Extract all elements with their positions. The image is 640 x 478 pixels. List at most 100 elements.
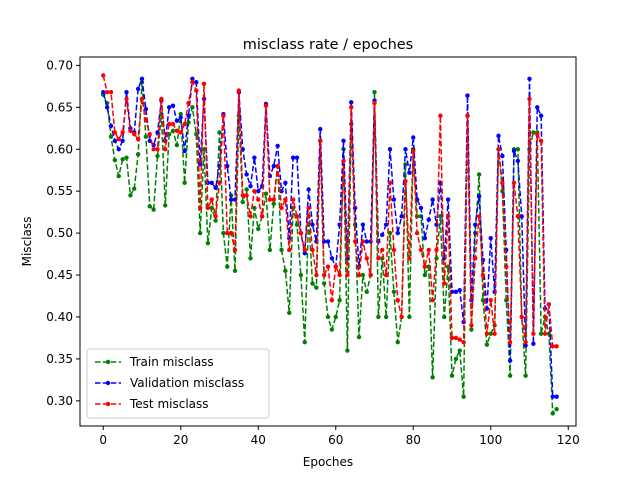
data-point — [453, 289, 459, 295]
data-point — [232, 268, 238, 274]
data-point — [213, 185, 218, 191]
data-point — [228, 197, 234, 202]
data-point — [116, 147, 121, 152]
data-point — [453, 335, 459, 341]
data-point — [515, 158, 521, 164]
series-line — [102, 75, 557, 348]
y-tick-label: 0.45 — [46, 268, 73, 282]
data-point — [488, 331, 493, 336]
data-point — [248, 256, 253, 261]
data-point — [442, 314, 447, 320]
data-point — [267, 197, 273, 202]
data-point — [430, 197, 435, 202]
data-point — [426, 217, 431, 222]
data-point — [550, 411, 555, 416]
legend-box — [86, 348, 270, 419]
data-point — [329, 327, 335, 332]
data-point — [469, 323, 474, 328]
data-point — [170, 121, 176, 127]
data-point — [182, 121, 187, 127]
data-point — [387, 230, 393, 236]
data-point — [546, 302, 552, 307]
data-point — [174, 128, 180, 133]
data-point — [426, 247, 431, 253]
data-point — [256, 226, 261, 232]
series-layer — [101, 73, 559, 416]
data-point — [244, 187, 249, 192]
data-point — [531, 341, 536, 347]
data-point — [132, 186, 137, 191]
y-axis: 0.30 0.35 0.40 0.45 0.50 0.55 0.60 0.65 0.70 — [46, 58, 80, 408]
data-point — [465, 93, 470, 98]
data-point — [135, 86, 141, 92]
data-point — [403, 178, 408, 184]
data-point — [240, 199, 245, 205]
data-point — [163, 203, 168, 208]
x-tick-label: 60 — [328, 433, 343, 447]
data-point — [287, 247, 292, 253]
y-tick-label: 0.35 — [46, 352, 73, 366]
data-point — [252, 188, 257, 194]
data-point — [519, 314, 524, 320]
data-point — [314, 285, 319, 290]
data-point — [372, 90, 377, 95]
data-point — [263, 103, 269, 108]
legend-item: Validation misclass — [95, 376, 244, 390]
data-point — [461, 339, 466, 345]
data-point — [337, 272, 342, 278]
data-point — [248, 214, 253, 219]
data-point — [422, 264, 428, 269]
data-point — [325, 314, 331, 320]
data-point — [174, 118, 180, 123]
data-point — [306, 205, 311, 211]
data-point — [217, 130, 222, 135]
legend-marker — [105, 380, 111, 386]
data-point — [360, 239, 366, 244]
data-point — [271, 201, 276, 206]
data-point — [325, 264, 331, 269]
data-point — [256, 197, 261, 202]
data-point — [476, 214, 482, 219]
data-point — [445, 214, 451, 219]
data-point — [104, 105, 110, 110]
data-point — [302, 251, 307, 256]
data-point — [259, 214, 265, 219]
data-point — [124, 155, 129, 160]
data-point — [147, 204, 152, 209]
data-point — [302, 339, 307, 345]
data-point — [143, 134, 149, 139]
data-point — [151, 207, 156, 212]
data-point — [531, 331, 536, 336]
data-point — [182, 180, 187, 185]
data-point — [554, 344, 559, 349]
y-tick-label: 0.60 — [46, 142, 73, 156]
data-point — [500, 180, 505, 185]
data-point — [236, 88, 242, 93]
data-point — [542, 331, 548, 336]
data-point — [383, 222, 389, 227]
data-point — [349, 105, 354, 110]
data-point — [434, 222, 439, 227]
data-point — [298, 230, 304, 236]
data-point — [108, 90, 114, 95]
data-point — [380, 247, 385, 253]
data-point — [515, 214, 521, 219]
data-point — [480, 272, 486, 278]
data-point — [391, 289, 397, 295]
data-point — [190, 76, 195, 82]
data-point — [190, 79, 195, 85]
y-axis-label: Misclass — [20, 217, 34, 267]
data-point — [531, 130, 536, 135]
data-point — [325, 239, 331, 244]
data-point — [507, 358, 513, 363]
data-point — [527, 76, 532, 82]
legend-label: Validation misclass — [130, 376, 244, 390]
data-point — [341, 158, 346, 164]
data-point — [213, 214, 218, 219]
data-point — [550, 344, 555, 349]
data-point — [395, 230, 400, 236]
x-tick-label: 80 — [406, 433, 421, 447]
data-point — [166, 105, 172, 110]
y-tick-label: 0.30 — [46, 394, 73, 408]
